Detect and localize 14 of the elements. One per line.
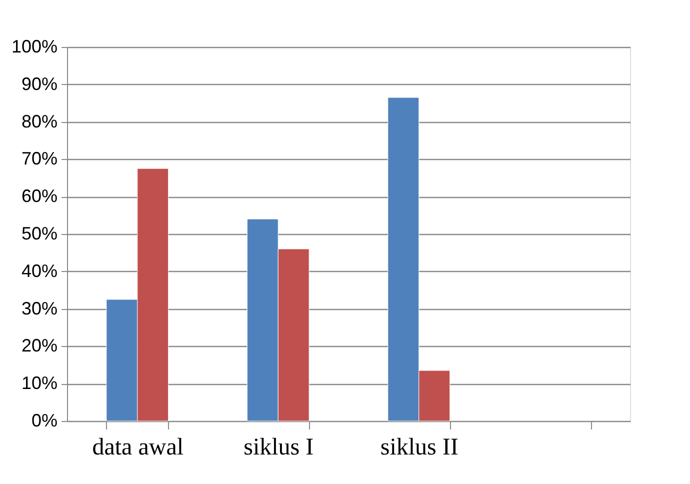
- y-tick-label: 80%: [21, 111, 58, 132]
- x-tick-label: siklus I: [244, 434, 314, 460]
- y-tick-label: 20%: [21, 336, 58, 356]
- y-tick-label: 60%: [21, 186, 58, 206]
- y-tick-label: 30%: [21, 298, 58, 318]
- y-tick-label: 40%: [21, 260, 58, 281]
- y-tick-label: 90%: [21, 74, 58, 94]
- y-tick-label: 70%: [21, 148, 58, 169]
- x-tick-label: data awal: [92, 434, 184, 460]
- y-tick-label: 50%: [21, 224, 58, 244]
- x-tick-label: siklus II: [380, 434, 458, 460]
- y-tick-label: 100%: [11, 36, 58, 56]
- y-tick-label: 0%: [31, 410, 58, 430]
- y-tick-label: 10%: [21, 373, 58, 394]
